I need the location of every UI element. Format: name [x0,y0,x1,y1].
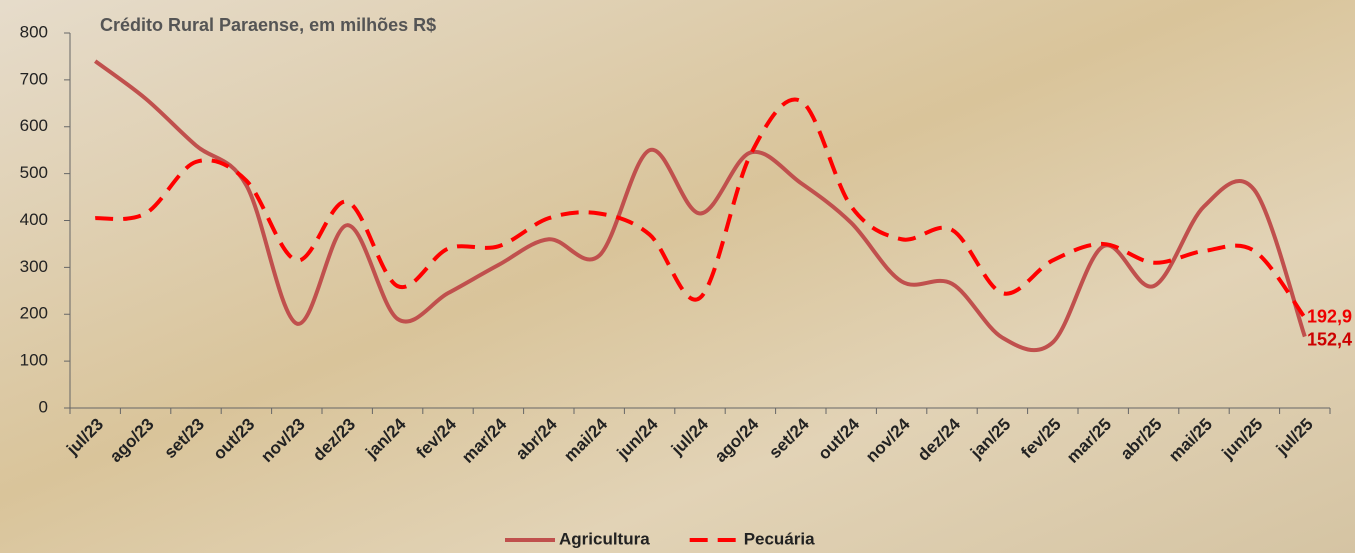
y-tick-label: 800 [20,22,48,41]
legend-label: Agricultura [559,529,650,548]
y-tick-label: 200 [20,304,48,323]
value-label: 192,9 [1307,306,1352,326]
y-tick-label: 300 [20,257,48,276]
legend-label: Pecuária [744,529,815,548]
y-tick-label: 100 [20,351,48,370]
value-label: 152,4 [1307,329,1352,349]
y-tick-label: 0 [39,397,48,416]
chart-title: Crédito Rural Paraense, em milhões R$ [100,15,436,35]
series-line [94,59,1307,353]
y-tick-label: 600 [20,116,48,135]
y-tick-label: 500 [20,163,48,182]
y-tick-label: 700 [20,69,48,88]
series-line [95,97,1307,319]
y-tick-label: 400 [20,210,48,229]
